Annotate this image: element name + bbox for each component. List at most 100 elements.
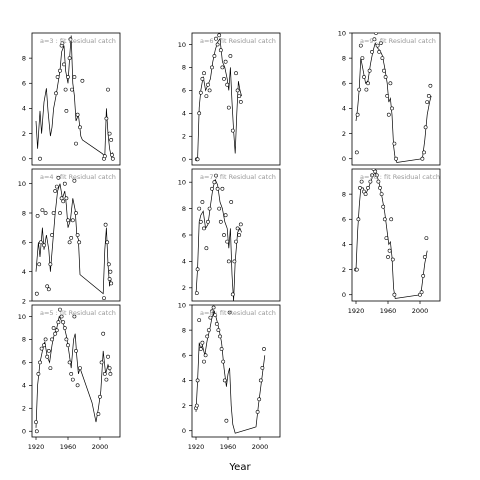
- panel-8-y-tick-label: 0: [342, 291, 346, 299]
- panel-6-data-point: [255, 409, 260, 414]
- panel-7-data-point: [423, 125, 428, 130]
- panel-6-data-point: [198, 347, 203, 351]
- panel-7-y-tick-label: 6: [342, 80, 346, 88]
- panel-5-data: [194, 173, 243, 301]
- panel-5-data-point: [212, 180, 217, 185]
- panel-5-data-point: [230, 292, 235, 297]
- panel-8: 0 2 4 6 8 1920 1960 2000 a=10 : fit Residual cat…: [342, 168, 441, 315]
- panel-7-y-tick-label: 0: [342, 155, 346, 163]
- panel-7-data-point: [374, 33, 378, 35]
- panel-5-data-point: [238, 222, 243, 227]
- panel-6-data-point: [257, 397, 262, 402]
- panel-3-data-point: [46, 348, 51, 353]
- panel-3-data-point: [54, 328, 59, 333]
- panel-8-data-point: [356, 217, 361, 222]
- panel-2-data-point: [46, 287, 51, 292]
- panel-7-frame: [351, 32, 441, 166]
- panel-7-data-point: [358, 43, 363, 48]
- panel-6-data-point: [216, 328, 221, 333]
- panel-3-data-point: [61, 320, 66, 325]
- panel-3-data-point: [56, 320, 61, 325]
- panel-2-data-point: [48, 262, 53, 267]
- panel-6-data-point: [203, 353, 208, 358]
- panel-8-x-tick-label: 1920: [348, 307, 365, 315]
- panel-3-x-tick-label: 1960: [60, 443, 77, 451]
- panel-2-data-point: [42, 243, 46, 248]
- panel-3-data-point: [36, 371, 41, 376]
- panel-6-y-tick-label: 6: [182, 352, 186, 360]
- panel-6-data-point: [214, 321, 219, 326]
- panel-6-x-tick-label: 1960: [220, 443, 237, 451]
- panel-2-data-point: [102, 296, 106, 301]
- panel-5-fit-line: [195, 178, 242, 301]
- panel-2-data-point: [72, 178, 77, 183]
- panel-7-data-point: [386, 112, 391, 117]
- panel-3-data-point: [69, 371, 74, 376]
- panel-5-data-point: [237, 233, 242, 237]
- panel-3-data-point: [104, 377, 109, 382]
- panel-1-strip-label: a=3 : fit Residual catch: [40, 37, 116, 45]
- panel-7-y-tick-label: 8: [342, 54, 346, 62]
- panel-6-data-point: [197, 318, 202, 323]
- panel-4-data-point: [197, 111, 202, 116]
- panel-5-data-point: [222, 233, 226, 237]
- panel-6-data-point: [194, 403, 199, 408]
- panel-1-data-point: [80, 78, 85, 83]
- panel-8-strip-label: a=10 : fit Residual catch: [360, 173, 440, 181]
- panel-4-data-point: [218, 48, 223, 53]
- panel-1-data-point: [55, 75, 60, 79]
- panel-4-y-tick-label: 6: [182, 87, 186, 95]
- panel-4-data-point: [207, 88, 212, 93]
- panel-2-y-tick-label: 2: [22, 297, 26, 305]
- panel-4-data-point: [217, 33, 222, 38]
- panel-7-data-point: [392, 141, 397, 146]
- panel-6-strip-label: a=8 : fit Residual catch: [200, 309, 276, 317]
- panel-5-data-point: [207, 206, 212, 211]
- panel-5-data-point: [204, 246, 209, 251]
- panel-6-data: [194, 305, 266, 434]
- panel-4-data-point: [206, 82, 210, 87]
- panel-7-data-point: [364, 87, 369, 92]
- panel-3-data-point: [50, 337, 54, 342]
- panel-6-frame: [191, 304, 281, 438]
- panel-2-data-point: [66, 218, 70, 223]
- panel-4-strip-label: a=6 : fit Residual catch: [200, 37, 276, 45]
- panel-8-data-point: [421, 273, 426, 278]
- panel-4-data-point: [235, 88, 240, 93]
- panel-2-data-point: [43, 211, 48, 215]
- panel-5-y-tick-label: 2: [182, 284, 186, 292]
- panel-6: 0 2 4 6 8 10 1920 1960 2000 a=8 : fit Residual ca…: [178, 301, 281, 451]
- panel-7-data-point: [422, 150, 426, 155]
- panel-3-data-point: [108, 371, 113, 376]
- panel-5-data-point: [210, 186, 214, 191]
- panel-5-data-point: [198, 219, 203, 224]
- panel-4-y-tick-label: 8: [182, 64, 186, 72]
- panel-5-y-tick-label: 8: [182, 205, 186, 213]
- panel-2-data-point: [38, 240, 43, 245]
- panel-1-data-point: [63, 87, 68, 92]
- panel-3-data-point: [98, 394, 102, 399]
- panel-5-data-point: [234, 239, 238, 244]
- panel-4-data: [194, 33, 243, 162]
- panel-1-data-point: [102, 154, 107, 159]
- panel-6-fit-line: [195, 310, 266, 434]
- panel-7-y-tick-label: 2: [342, 130, 346, 138]
- panel-8-data-point: [376, 179, 381, 184]
- panel-2-data-point: [64, 196, 69, 201]
- panel-8-data-point: [381, 204, 386, 209]
- panel-6-data-point: [222, 378, 227, 383]
- panel-5-data-point: [195, 267, 200, 272]
- panel-6-y-tick-label: 2: [182, 402, 186, 410]
- panel-5-data-point: [226, 259, 231, 264]
- panel-7-data: [354, 33, 433, 163]
- panel-2-data-point: [62, 181, 67, 186]
- panel-8-data-point: [366, 185, 370, 190]
- panel-7-data-point: [425, 100, 430, 105]
- panel-4-data-point: [234, 71, 238, 76]
- panel-7-data-point: [354, 150, 359, 155]
- panel-1-data-point: [107, 131, 112, 136]
- panel-6-data-point: [227, 310, 232, 315]
- panel-5: 2 4 6 8 10 a=7 : fit Residual catch: [178, 168, 281, 302]
- panel-1-data-point: [62, 62, 66, 67]
- panel-4-data-point: [226, 105, 231, 110]
